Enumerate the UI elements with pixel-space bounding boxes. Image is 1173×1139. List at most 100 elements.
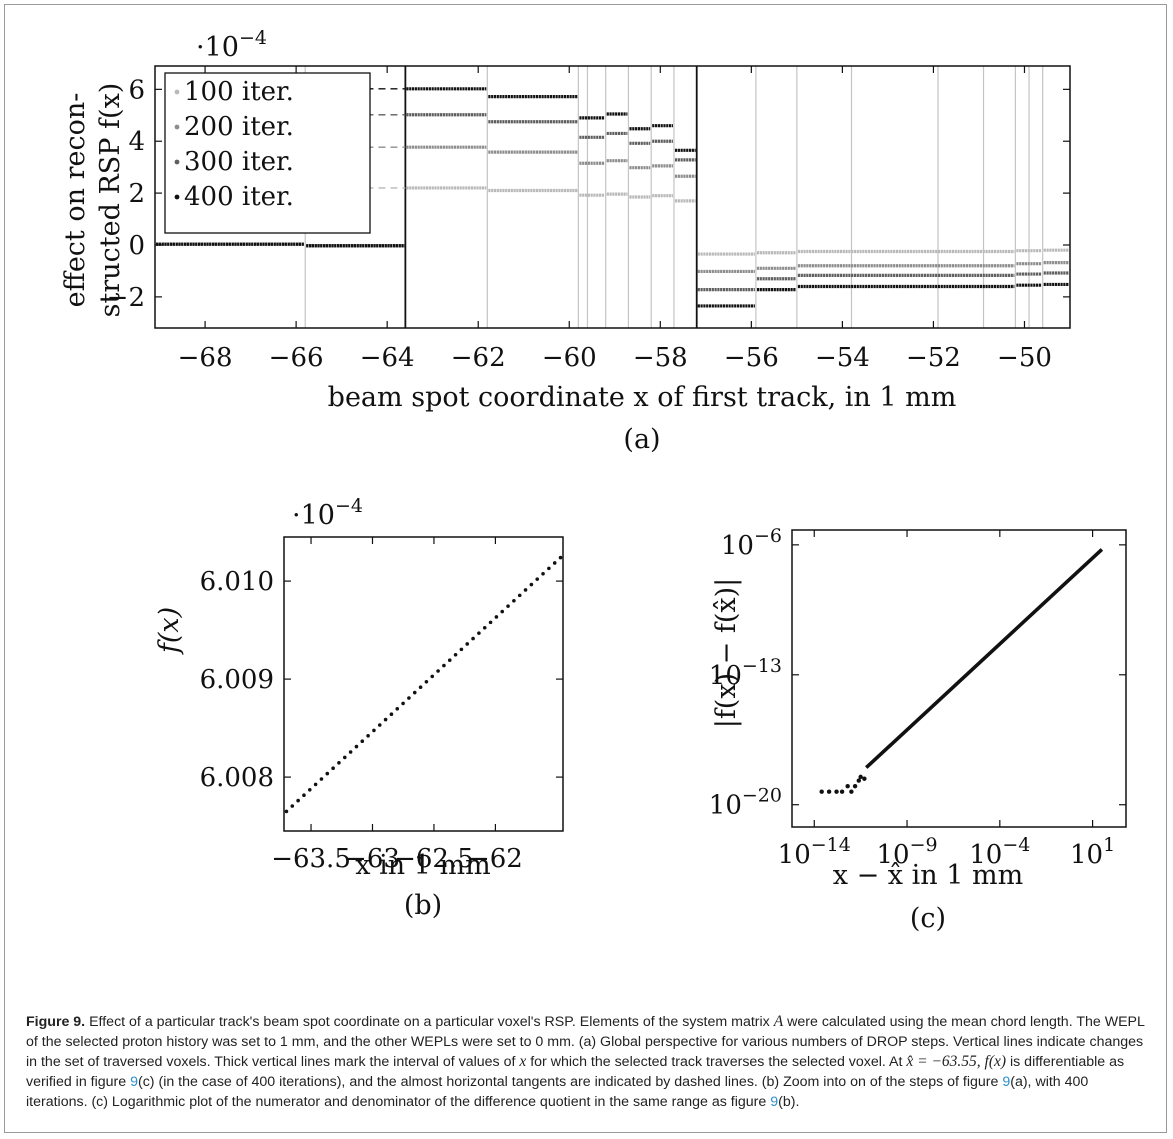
b-point [307,787,312,792]
b-point [477,631,481,635]
c-xtick-label: 10−4 [969,834,1030,870]
caption-figure-link[interactable]: 9 [130,1074,138,1090]
c-point-line [864,548,1104,769]
b-xtick-label: −63 [345,844,400,874]
a-xlabel: beam spot coordinate x of first track, i… [328,382,957,413]
a-series [156,87,1069,308]
panel-a: −68 −66 −64 −62 −60 −58 −56 −54 −52 −50 −2 0 2 4 6 100… [60,27,1071,455]
b-xtick-label: −63.5 [271,844,351,874]
c-ytick-label: 10−6 [721,525,782,561]
b-point [424,679,429,684]
caption-figure-link[interactable]: 9 [1002,1074,1011,1090]
a-ytick-label: 4 [128,127,145,157]
b-ytick-label: 6.009 [200,665,274,695]
b-point [401,701,405,706]
b-point [552,561,557,565]
a-legend-label: 100 iter. [184,77,294,107]
b-point [302,793,306,797]
c-point [826,789,832,794]
figure-caption: Figure 9. Effect of a particular track's… [26,1012,1151,1112]
b-xlabel: x in 1 mm [355,850,490,881]
b-ticks: −63.5−63−62.5−62 6.008 6.009 6.010 [200,537,563,874]
c-ytick-label: 10−20 [709,785,782,821]
b-point [407,696,411,700]
caption-text-6: (a), with 400 iterations. (c) Logarithmi… [26,1074,1089,1110]
caption-matrix-symbol: A [773,1013,784,1030]
a-xtick-label: −56 [724,343,779,373]
figure-frame [4,4,1167,1133]
caption-x-symbol: x [519,1053,527,1070]
b-xtick-label: −62 [468,844,523,874]
b-exponent: ·10−4 [292,495,363,531]
a-xtick-label: −64 [360,343,415,373]
b-point [517,593,522,598]
b-point [360,739,365,743]
a-ylabel-line1: effect on recon- [60,93,91,308]
a-legend-box [164,72,371,234]
a-legend: 100 iter. 200 iter. 300 iter. 400 iter. [164,72,371,234]
b-point [430,674,435,679]
b-point [488,620,493,625]
caption-text-1: Effect of a particular track's beam spot… [85,1014,774,1030]
b-axes-frame [283,536,564,832]
caption-text-4: is differentiable as verified in figure [26,1054,1125,1090]
b-point [412,690,417,695]
b-ytick-label: 6.010 [200,567,274,597]
c-point [849,789,854,794]
a-vertical-lines [304,66,1044,328]
b-point [471,636,475,641]
b-point [395,706,400,711]
b-point [535,577,540,581]
c-point [862,776,867,781]
a-ylabel-line2: structed RSP f(x) [95,83,126,318]
b-point [319,777,324,781]
b-point [290,804,295,808]
caption-text-2: were calculated using the mean chord len… [26,1014,1145,1070]
panel-b: −63.5−63−62.5−62 6.008 6.009 6.010 ·10−4 f(… [154,495,564,921]
a-xtick-label: −66 [269,343,324,373]
c-xtick-label: 10−14 [778,834,851,870]
b-point [541,571,545,576]
c-point [834,789,839,794]
b-point [383,717,388,722]
b-point [523,588,528,592]
caption-figure-link[interactable]: 9 [770,1094,779,1110]
b-point [342,755,347,760]
a-axes-frame [154,65,1071,329]
caption-text-5: (c) (in the case of 400 iterations), and… [137,1074,1003,1090]
a-legend-label: 400 iter. [184,182,294,212]
a-legend-label: 200 iter. [184,112,294,142]
b-panel-label: (b) [404,890,442,921]
panel-c: 10−14 10−9 10−4 101 10−20 10−13 10−6 |f(x) − f… [709,525,1127,934]
b-point [447,658,452,662]
caption-text-7: (b). [778,1094,800,1110]
a-ytick-label: 6 [128,75,145,105]
a-ytick-label: 2 [128,179,145,209]
a-xtick-label: −54 [815,343,870,373]
b-point [453,652,458,657]
c-point [852,783,858,789]
b-ylabel: f(x) [154,607,185,655]
a-legend-marker [174,194,180,200]
a-legend-label: 300 iter. [184,147,294,177]
b-point [512,598,516,603]
b-point [348,750,353,754]
b-point [331,766,335,770]
b-point [418,685,423,689]
a-xtick-label: −60 [542,343,597,373]
b-point [465,642,470,646]
a-ticks: −68 −66 −64 −62 −60 −58 −56 −54 −52 −50 −2 0 2 4 6 [107,66,1070,373]
b-point [558,555,563,560]
b-point [529,582,534,587]
caption-text-3: for which the selected track traverses t… [526,1054,907,1070]
figure-svg: −68 −66 −64 −62 −60 −58 −56 −54 −52 −50 −2 0 2 4 6 100… [60,27,1127,934]
c-point [845,783,850,789]
a-xtick-label: −58 [633,343,688,373]
b-xtick-label: −62.5 [394,844,474,874]
a-xtick-label: −52 [906,343,961,373]
a-legend-marker [174,124,180,130]
a-exponent: ·10−4 [196,27,267,63]
c-xlabel: x − x̂ in 1 mm [833,860,1023,891]
b-point [354,744,359,749]
b-point [389,712,394,716]
